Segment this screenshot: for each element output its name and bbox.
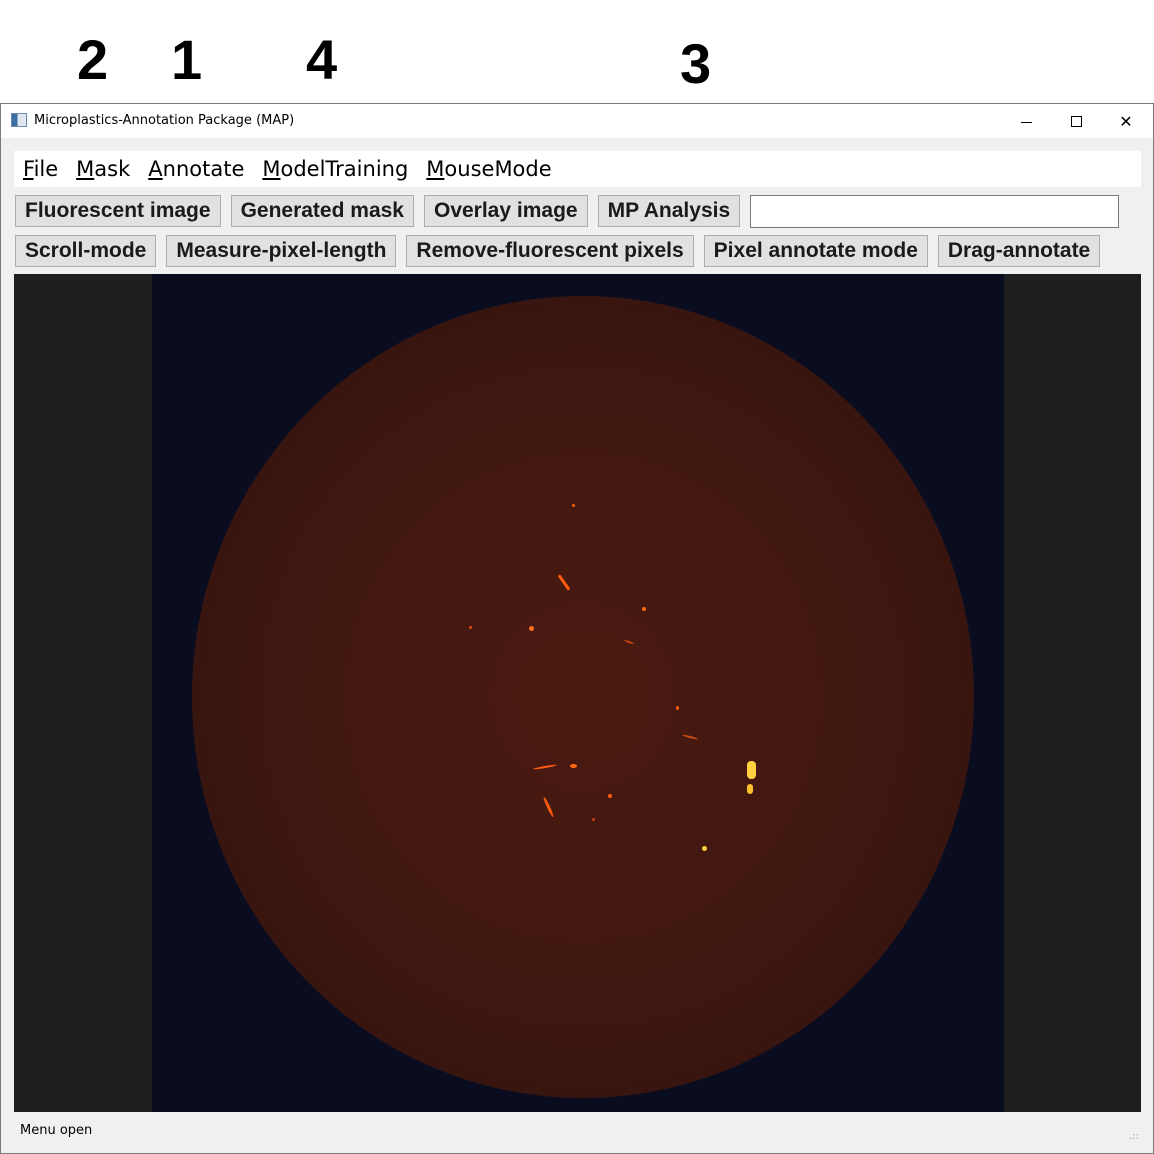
fluorescent-particle [529, 626, 534, 631]
menu-label: odelTraining [280, 157, 409, 181]
analysis-output-field[interactable] [750, 195, 1120, 228]
scroll-mode-button[interactable]: Scroll-mode [15, 235, 157, 267]
menu-mask[interactable]: Mask [76, 157, 130, 181]
app-icon [11, 113, 27, 127]
pixel-annotate-mode-button[interactable]: Pixel annotate mode [703, 235, 928, 267]
menu-annotate[interactable]: Annotate [148, 157, 244, 181]
overlay-image-button[interactable]: Overlay image [423, 195, 588, 227]
close-icon: ✕ [1119, 111, 1133, 131]
menu-label: ouseMode [444, 157, 552, 181]
annotation-number: 4 [306, 28, 338, 91]
fluorescent-particle [572, 504, 575, 507]
menu-label: ile [33, 157, 59, 181]
fluorescent-particle [702, 846, 707, 851]
fluorescent-particle [592, 818, 595, 821]
fluorescent-particle [623, 639, 635, 645]
fluorescent-image[interactable] [152, 274, 1004, 1112]
fluorescent-particle [608, 794, 612, 798]
app-window: Microplastics-Annotation Package (MAP) ✕… [0, 103, 1154, 1154]
annotation-number: 2 [77, 28, 109, 91]
menu-modeltraining[interactable]: ModelTraining [262, 157, 408, 181]
menu-mnemonic: M [262, 157, 281, 181]
fluorescent-particle [557, 574, 571, 591]
remove-fluorescent-pixels-button[interactable]: Remove-fluorescent pixels [406, 235, 694, 267]
status-bar: Menu open .:: [1, 1118, 1153, 1154]
menu-mousemode[interactable]: MouseMode [426, 157, 551, 181]
maximize-button[interactable] [1051, 104, 1101, 138]
resize-grip-icon[interactable]: .:: [1129, 1131, 1139, 1142]
menu-mnemonic: M [426, 157, 445, 181]
mode-toolbar: Scroll-mode Measure-pixel-length Remove-… [15, 235, 1101, 267]
menu-file[interactable]: File [23, 157, 58, 181]
fluorescent-particle [747, 761, 756, 779]
annotation-number: 1 [171, 28, 203, 91]
image-viewport[interactable] [14, 274, 1141, 1112]
menu-label: ask [94, 157, 131, 181]
menu-mnemonic: M [76, 157, 95, 181]
status-text: Menu open [20, 1123, 93, 1138]
close-button[interactable]: ✕ [1101, 104, 1151, 138]
menu-bar: File Mask Annotate ModelTraining MouseMo… [14, 151, 1141, 187]
maximize-icon [1070, 115, 1082, 127]
petri-dish [192, 296, 974, 1098]
fluorescent-particle [747, 784, 753, 794]
fluorescent-particle [570, 764, 577, 768]
view-toolbar: Fluorescent image Generated mask Overlay… [15, 195, 1120, 228]
menu-mnemonic: F [23, 157, 34, 181]
fluorescent-particle [682, 733, 698, 741]
menu-mnemonic: A [148, 157, 163, 181]
minimize-button[interactable] [1001, 104, 1051, 138]
fluorescent-particle [642, 607, 646, 611]
measure-pixel-length-button[interactable]: Measure-pixel-length [166, 235, 397, 267]
generated-mask-button[interactable]: Generated mask [230, 195, 414, 227]
drag-annotate-button[interactable]: Drag-annotate [937, 235, 1101, 267]
fluorescent-image-button[interactable]: Fluorescent image [15, 195, 221, 227]
fluorescent-particle [469, 626, 472, 629]
fluorescent-particle [676, 706, 679, 710]
mp-analysis-button[interactable]: MP Analysis [597, 195, 741, 227]
fluorescent-particle [542, 796, 555, 818]
fluorescent-particle [533, 763, 557, 771]
minimize-icon [1020, 121, 1032, 123]
annotation-number: 3 [680, 32, 712, 95]
window-title: Microplastics-Annotation Package (MAP) [34, 113, 295, 128]
title-bar: Microplastics-Annotation Package (MAP) ✕ [1, 104, 1153, 138]
menu-label: nnotate [162, 157, 245, 181]
